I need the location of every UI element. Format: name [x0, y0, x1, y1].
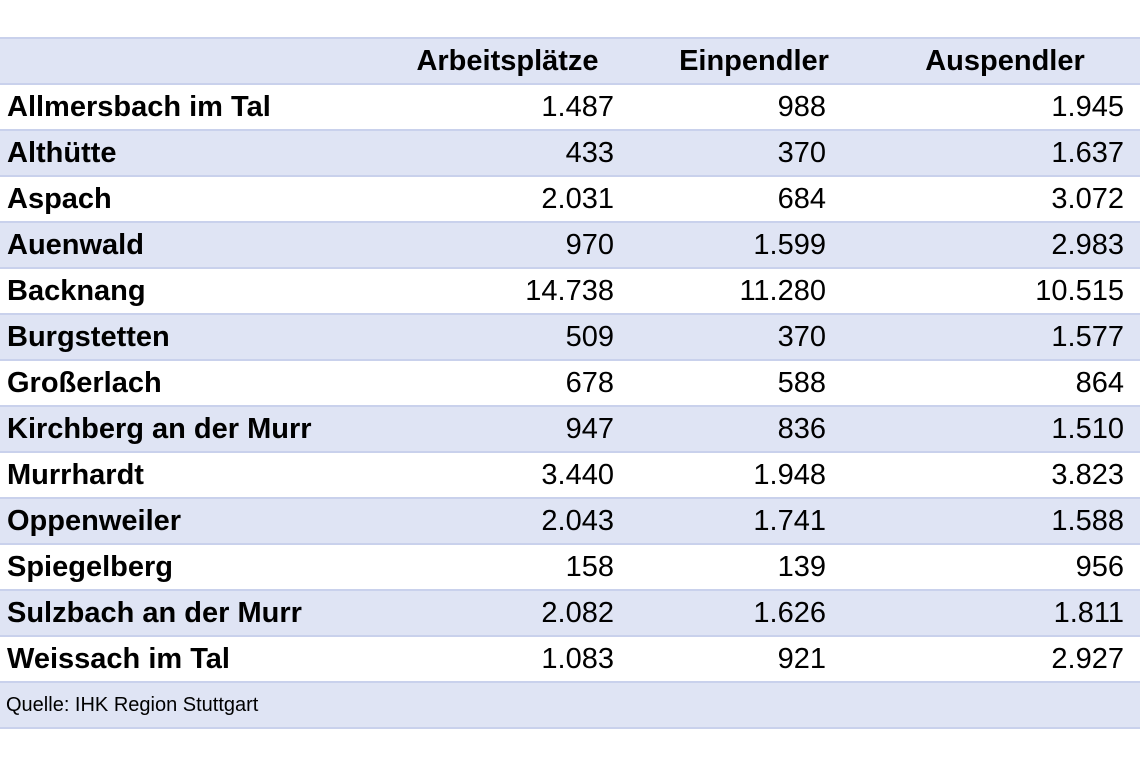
einpendler-cell: 921 [638, 635, 870, 682]
table-row: Auenwald 970 1.599 2.983 [0, 221, 1140, 268]
source-note: Quelle: IHK Region Stuttgart [0, 681, 1140, 729]
municipality-cell: Murrhardt [0, 451, 377, 498]
einpendler-cell: 11.280 [638, 267, 870, 314]
table-row: Oppenweiler 2.043 1.741 1.588 [0, 497, 1140, 544]
einpendler-cell: 836 [638, 405, 870, 452]
auspendler-cell: 864 [870, 359, 1140, 406]
arbeitsplaetze-cell: 2.031 [377, 175, 638, 222]
arbeitsplaetze-cell: 433 [377, 129, 638, 176]
table-row: Allmersbach im Tal 1.487 988 1.945 [0, 83, 1140, 130]
auspendler-cell: 3.823 [870, 451, 1140, 498]
table-row: Burgstetten 509 370 1.577 [0, 313, 1140, 360]
table-row: Spiegelberg 158 139 956 [0, 543, 1140, 590]
municipality-cell: Althütte [0, 129, 377, 176]
arbeitsplaetze-cell: 509 [377, 313, 638, 360]
municipality-cell: Sulzbach an der Murr [0, 589, 377, 636]
table-row: Kirchberg an der Murr 947 836 1.510 [0, 405, 1140, 452]
header-municipality [0, 37, 377, 84]
table-body: Allmersbach im Tal 1.487 988 1.945 Althütte 4… [0, 83, 1140, 682]
arbeitsplaetze-cell: 14.738 [377, 267, 638, 314]
municipality-cell: Aspach [0, 175, 377, 222]
arbeitsplaetze-cell: 158 [377, 543, 638, 590]
header-einpendler: Einpendler [638, 37, 870, 84]
einpendler-cell: 370 [638, 129, 870, 176]
table-row: Aspach 2.031 684 3.072 [0, 175, 1140, 222]
einpendler-cell: 988 [638, 83, 870, 130]
auspendler-cell: 1.637 [870, 129, 1140, 176]
einpendler-cell: 139 [638, 543, 870, 590]
table-row: Großerlach 678 588 864 [0, 359, 1140, 406]
commuter-table: Arbeitsplätze Einpendler Auspendler Allm… [0, 37, 1140, 729]
header-arbeitsplaetze: Arbeitsplätze [377, 37, 638, 84]
auspendler-cell: 10.515 [870, 267, 1140, 314]
arbeitsplaetze-cell: 2.043 [377, 497, 638, 544]
auspendler-cell: 2.927 [870, 635, 1140, 682]
arbeitsplaetze-cell: 2.082 [377, 589, 638, 636]
einpendler-cell: 1.948 [638, 451, 870, 498]
auspendler-cell: 956 [870, 543, 1140, 590]
municipality-cell: Backnang [0, 267, 377, 314]
table-row: Backnang 14.738 11.280 10.515 [0, 267, 1140, 314]
municipality-cell: Allmersbach im Tal [0, 83, 377, 130]
einpendler-cell: 684 [638, 175, 870, 222]
arbeitsplaetze-cell: 947 [377, 405, 638, 452]
arbeitsplaetze-cell: 678 [377, 359, 638, 406]
table-header-row: Arbeitsplätze Einpendler Auspendler [0, 37, 1140, 84]
auspendler-cell: 3.072 [870, 175, 1140, 222]
auspendler-cell: 1.811 [870, 589, 1140, 636]
auspendler-cell: 1.588 [870, 497, 1140, 544]
header-auspendler: Auspendler [870, 37, 1140, 84]
municipality-cell: Oppenweiler [0, 497, 377, 544]
auspendler-cell: 2.983 [870, 221, 1140, 268]
table-row: Murrhardt 3.440 1.948 3.823 [0, 451, 1140, 498]
municipality-cell: Auenwald [0, 221, 377, 268]
municipality-cell: Weissach im Tal [0, 635, 377, 682]
auspendler-cell: 1.510 [870, 405, 1140, 452]
arbeitsplaetze-cell: 970 [377, 221, 638, 268]
einpendler-cell: 370 [638, 313, 870, 360]
einpendler-cell: 1.599 [638, 221, 870, 268]
table-row: Sulzbach an der Murr 2.082 1.626 1.811 [0, 589, 1140, 636]
municipality-cell: Kirchberg an der Murr [0, 405, 377, 452]
table-footer-row: Quelle: IHK Region Stuttgart [0, 681, 1140, 729]
arbeitsplaetze-cell: 3.440 [377, 451, 638, 498]
arbeitsplaetze-cell: 1.083 [377, 635, 638, 682]
table-row: Weissach im Tal 1.083 921 2.927 [0, 635, 1140, 682]
municipality-cell: Spiegelberg [0, 543, 377, 590]
municipality-cell: Großerlach [0, 359, 377, 406]
einpendler-cell: 1.626 [638, 589, 870, 636]
einpendler-cell: 588 [638, 359, 870, 406]
arbeitsplaetze-cell: 1.487 [377, 83, 638, 130]
auspendler-cell: 1.945 [870, 83, 1140, 130]
auspendler-cell: 1.577 [870, 313, 1140, 360]
table-row: Althütte 433 370 1.637 [0, 129, 1140, 176]
einpendler-cell: 1.741 [638, 497, 870, 544]
municipality-cell: Burgstetten [0, 313, 377, 360]
